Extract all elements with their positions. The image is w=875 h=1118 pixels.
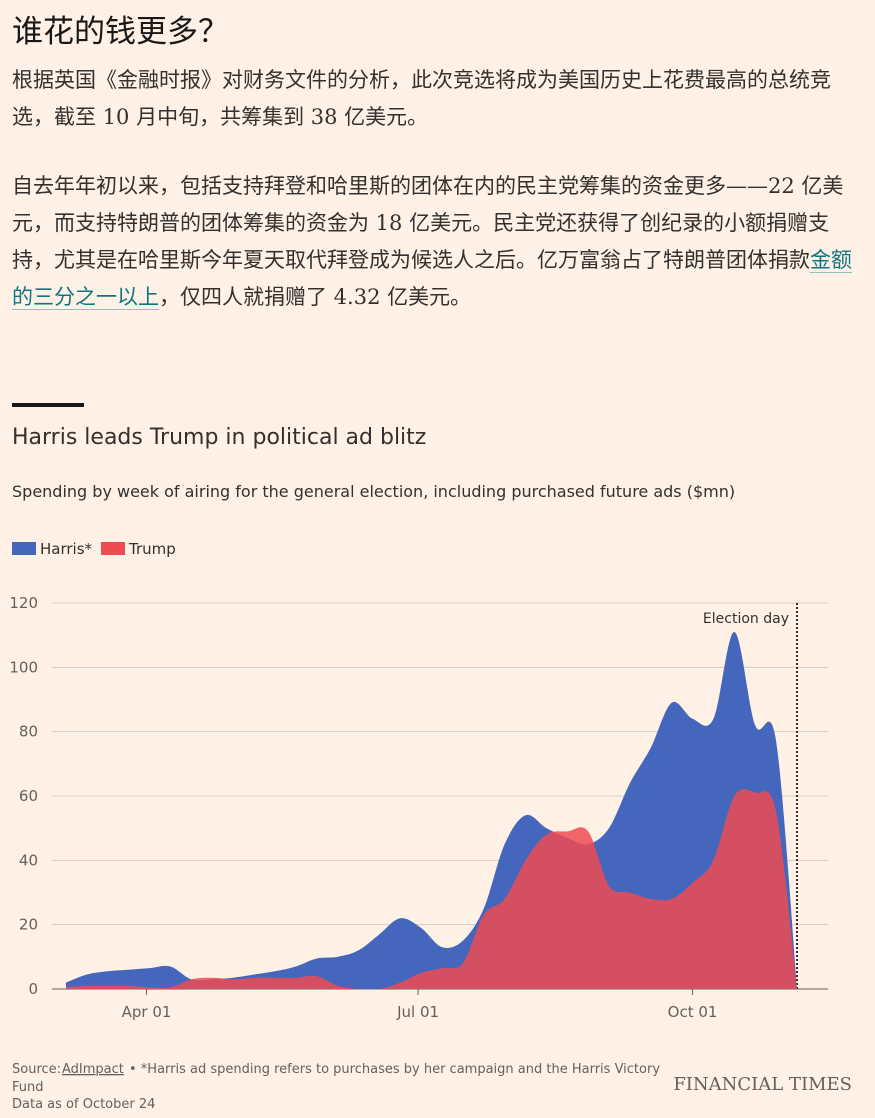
areas [66, 631, 797, 989]
footnote-line: • *Harris ad spending refers to purchase… [129, 1062, 660, 1077]
text: 自去年年初以来，包括支持拜登和哈里斯的团体在内的民主党筹集的资金更多——22 亿… [12, 174, 844, 272]
y-tick-label: 40 [19, 851, 38, 869]
area [66, 789, 797, 989]
footnote-line: Fund [12, 1080, 44, 1095]
chart-title: Harris leads Trump in political ad blitz [12, 425, 426, 450]
legend-label: Trump [128, 540, 176, 558]
paragraph: 根据英国《金融时报》对财务文件的分析，此次竞选将成为美国历史上花费最高的总统竞选… [12, 68, 831, 129]
x-tick-label: Apr 01 [122, 1003, 172, 1021]
source-label: Source: [12, 1062, 61, 1077]
y-tick-label: 80 [19, 723, 38, 741]
x-tick-label: Oct 01 [668, 1003, 718, 1021]
source-link[interactable]: AdImpact [62, 1062, 124, 1077]
legend: Harris* Trump [12, 540, 176, 558]
y-tick-label: 0 [28, 980, 38, 998]
legend-label: Harris* [40, 540, 93, 558]
link[interactable]: 金额的三分之一以上 [12, 248, 852, 310]
y-tick-label: 20 [19, 916, 38, 934]
text: ，仅四人就捐赠了 4.32 亿美元。 [159, 285, 472, 309]
brand: FINANCIAL TIMES [673, 1074, 852, 1095]
annotation-label: Election day [703, 611, 789, 627]
y-tick-label: 100 [9, 658, 38, 676]
rule [12, 403, 84, 407]
data-note: Data as of October 24 [12, 1097, 155, 1112]
legend-swatch [12, 542, 36, 555]
y-tick-label: 120 [9, 594, 38, 612]
x-tick-label: Jul 01 [396, 1003, 439, 1021]
footnote: • *Harris ad spending refers to purchase… [12, 1062, 660, 1095]
chart-subtitle: Spending by week of airing for the gener… [12, 482, 735, 501]
paragraph: 自去年年初以来，包括支持拜登和哈里斯的团体在内的民主党筹集的资金更多——22 亿… [12, 168, 862, 316]
headline: 谁花的钱更多？ [12, 14, 229, 50]
legend-swatch [101, 542, 125, 555]
y-tick-label: 60 [19, 787, 38, 805]
